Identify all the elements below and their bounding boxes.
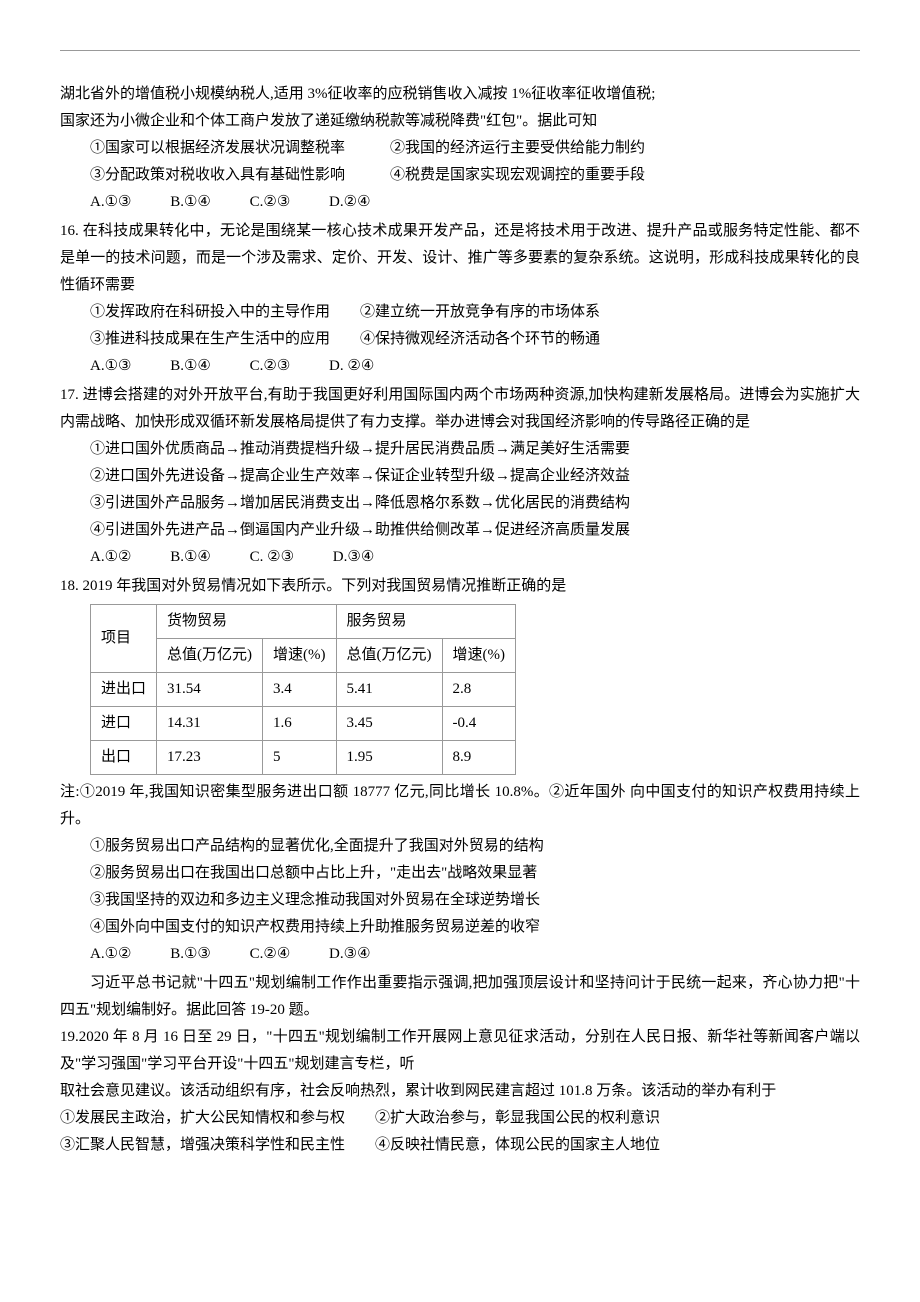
table-row: 进出口 31.54 3.4 5.41 2.8: [91, 673, 516, 707]
cell-sg: -0.4: [442, 707, 516, 741]
th-service: 服务贸易: [336, 605, 516, 639]
th-goods-total: 总值(万亿元): [157, 639, 263, 673]
question-18: 18. 2019 年我国对外贸易情况如下表所示。下列对我国贸易情况推断正确的是 …: [60, 573, 860, 968]
q15-statements-row2: ③分配政策对税收收入具有基础性影响 ④税费是国家实现宏观调控的重要手段: [60, 162, 860, 189]
cell-sv: 5.41: [336, 673, 442, 707]
cell-label: 进口: [91, 707, 157, 741]
cell-sv: 1.95: [336, 741, 442, 775]
cell-sg: 8.9: [442, 741, 516, 775]
q16-options: A.①③ B.①④ C.②③ D. ②④: [60, 353, 860, 380]
q18-opt-d: D.③④: [329, 941, 370, 968]
q16-opt-d: D. ②④: [329, 353, 374, 380]
cell-gg: 5: [263, 741, 337, 775]
q19-s2: ②扩大政治参与，彰显我国公民的权利意识: [375, 1110, 660, 1126]
th-item: 项目: [91, 605, 157, 673]
q15-s2: ②我国的经济运行主要受供给能力制约: [390, 140, 645, 156]
q19-statements-row2: ③汇聚人民智慧，增强决策科学性和民主性 ④反映社情民意，体现公民的国家主人地位: [60, 1132, 860, 1159]
q18-opt-a: A.①②: [90, 941, 131, 968]
q18-s3: ③我国坚持的双边和多边主义理念推动我国对外贸易在全球逆势增长: [60, 887, 860, 914]
q19-s1: ①发展民主政治，扩大公民知情权和参与权: [60, 1110, 345, 1126]
q19-text-1: 19.2020 年 8 月 16 日至 29 日，"十四五"规划编制工作开展网上…: [60, 1024, 860, 1078]
cell-gg: 1.6: [263, 707, 337, 741]
q17-opt-d: D.③④: [333, 544, 374, 571]
q19-s4: ④反映社情民意，体现公民的国家主人地位: [375, 1137, 660, 1153]
cell-sv: 3.45: [336, 707, 442, 741]
cell-gv: 14.31: [157, 707, 263, 741]
cell-label: 进出口: [91, 673, 157, 707]
table-row: 出口 17.23 5 1.95 8.9: [91, 741, 516, 775]
q17-options: A.①② B.①④ C. ②③ D.③④: [60, 544, 860, 571]
q16-opt-b: B.①④: [170, 353, 211, 380]
cell-sg: 2.8: [442, 673, 516, 707]
q16-s1: ①发挥政府在科研投入中的主导作用: [90, 304, 330, 320]
q15-opt-a: A.①③: [90, 189, 131, 216]
q18-note: 注:①2019 年,我国知识密集型服务进出口额 18777 亿元,同比增长 10…: [60, 779, 860, 833]
question-15: 湖北省外的增值税小规模纳税人,适用 3%征收率的应税销售收入减按 1%征收率征收…: [60, 81, 860, 216]
q17-opt-b: B.①④: [170, 544, 211, 571]
q18-opt-b: B.①③: [170, 941, 211, 968]
intro-19-20: 习近平总书记就"十四五"规划编制工作作出重要指示强调,把加强顶层设计和坚持问计于…: [60, 970, 860, 1024]
q15-opt-c: C.②③: [250, 189, 291, 216]
q16-s3: ③推进科技成果在生产生活中的应用: [90, 331, 330, 347]
cell-gg: 3.4: [263, 673, 337, 707]
q17-s4: ④引进国外先进产品→倒逼国内产业升级→助推供给侧改革→促进经济高质量发展: [60, 517, 860, 544]
q17-s2: ②进口国外先进设备→提高企业生产效率→保证企业转型升级→提高企业经济效益: [60, 463, 860, 490]
cell-label: 出口: [91, 741, 157, 775]
th-goods: 货物贸易: [157, 605, 337, 639]
q15-opt-b: B.①④: [170, 189, 211, 216]
th-service-total: 总值(万亿元): [336, 639, 442, 673]
q18-title: 18. 2019 年我国对外贸易情况如下表所示。下列对我国贸易情况推断正确的是: [60, 573, 860, 600]
q15-text-2: 国家还为小微企业和个体工商户发放了递延缴纳税款等减税降费"红包"。据此可知: [60, 108, 860, 135]
q15-text-1: 湖北省外的增值税小规模纳税人,适用 3%征收率的应税销售收入减按 1%征收率征收…: [60, 81, 860, 108]
q19-s3: ③汇聚人民智慧，增强决策科学性和民主性: [60, 1137, 345, 1153]
q16-statements-row2: ③推进科技成果在生产生活中的应用 ④保持微观经济活动各个环节的畅通: [60, 326, 860, 353]
q19-text-2: 取社会意见建议。该活动组织有序，社会反响热烈，累计收到网民建言超过 101.8 …: [60, 1078, 860, 1105]
trade-table: 项目 货物贸易 服务贸易 总值(万亿元) 增速(%) 总值(万亿元) 增速(%)…: [90, 604, 516, 775]
q16-s2: ②建立统一开放竞争有序的市场体系: [360, 304, 600, 320]
q18-s4: ④国外向中国支付的知识产权费用持续上升助推服务贸易逆差的收窄: [60, 914, 860, 941]
q17-s3: ③引进国外产品服务→增加居民消费支出→降低恩格尔系数→优化居民的消费结构: [60, 490, 860, 517]
table-header-row-1: 项目 货物贸易 服务贸易: [91, 605, 516, 639]
question-17: 17. 进博会搭建的对外开放平台,有助于我国更好利用国际国内两个市场两种资源,加…: [60, 382, 860, 571]
q18-s1: ①服务贸易出口产品结构的显著优化,全面提升了我国对外贸易的结构: [60, 833, 860, 860]
q18-opt-c: C.②④: [250, 941, 291, 968]
q15-statements-row1: ①国家可以根据经济发展状况调整税率 ②我国的经济运行主要受供给能力制约: [60, 135, 860, 162]
q16-statements-row1: ①发挥政府在科研投入中的主导作用 ②建立统一开放竞争有序的市场体系: [60, 299, 860, 326]
q18-s2: ②服务贸易出口在我国出口总额中占比上升，"走出去"战略效果显著: [60, 860, 860, 887]
q17-opt-c: C. ②③: [250, 544, 294, 571]
question-16: 16. 在科技成果转化中，无论是围绕某一核心技术成果开发产品，还是将技术用于改进…: [60, 218, 860, 380]
q17-s1: ①进口国外优质商品→推动消费提档升级→提升居民消费品质→满足美好生活需要: [60, 436, 860, 463]
q15-s1: ①国家可以根据经济发展状况调整税率: [90, 140, 345, 156]
q17-opt-a: A.①②: [90, 544, 131, 571]
q15-s3: ③分配政策对税收收入具有基础性影响: [90, 167, 345, 183]
q15-opt-d: D.②④: [329, 189, 370, 216]
page-divider: [60, 50, 860, 51]
th-service-growth: 增速(%): [442, 639, 516, 673]
q15-options: A.①③ B.①④ C.②③ D.②④: [60, 189, 860, 216]
q18-options: A.①② B.①③ C.②④ D.③④: [60, 941, 860, 968]
cell-gv: 31.54: [157, 673, 263, 707]
question-19: 19.2020 年 8 月 16 日至 29 日，"十四五"规划编制工作开展网上…: [60, 1024, 860, 1159]
cell-gv: 17.23: [157, 741, 263, 775]
th-goods-growth: 增速(%): [263, 639, 337, 673]
q16-opt-c: C.②③: [250, 353, 291, 380]
q16-opt-a: A.①③: [90, 353, 131, 380]
q16-s4: ④保持微观经济活动各个环节的畅通: [360, 331, 600, 347]
q16-text: 16. 在科技成果转化中，无论是围绕某一核心技术成果开发产品，还是将技术用于改进…: [60, 218, 860, 299]
q15-s4: ④税费是国家实现宏观调控的重要手段: [390, 167, 645, 183]
q17-text: 17. 进博会搭建的对外开放平台,有助于我国更好利用国际国内两个市场两种资源,加…: [60, 382, 860, 436]
table-row: 进口 14.31 1.6 3.45 -0.4: [91, 707, 516, 741]
q19-statements-row1: ①发展民主政治，扩大公民知情权和参与权 ②扩大政治参与，彰显我国公民的权利意识: [60, 1105, 860, 1132]
